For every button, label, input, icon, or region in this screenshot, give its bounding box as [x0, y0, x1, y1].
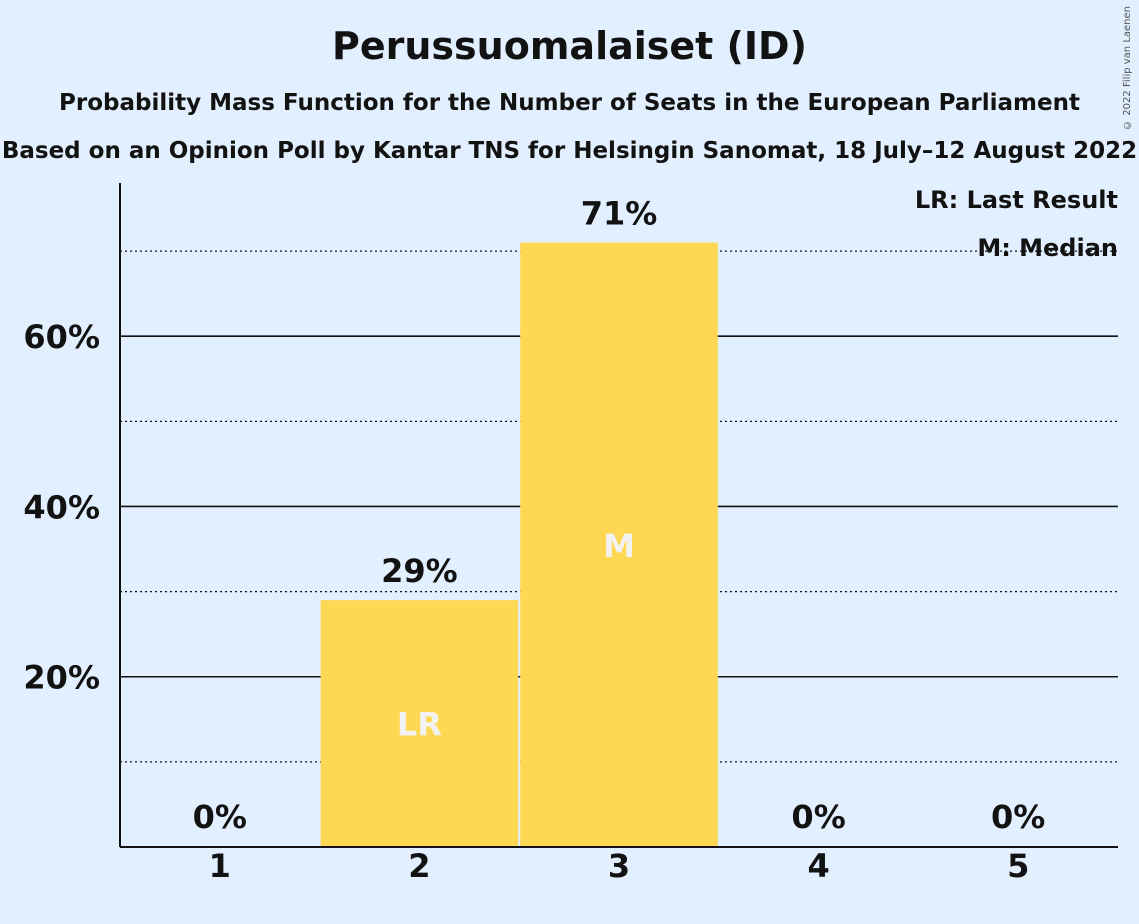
y-tick-label-60: 60%: [23, 318, 100, 356]
value-label-1: 0%: [193, 798, 247, 836]
chart-title: Perussuomalaiset (ID): [332, 24, 807, 68]
bar-marker-lr: LR: [397, 706, 442, 744]
chart-subtitle-source: Based on an Opinion Poll by Kantar TNS f…: [1, 138, 1138, 164]
legend: LR: Last Result M: Median: [915, 186, 1118, 262]
y-tick-label-40: 40%: [23, 488, 100, 526]
value-label-4: 0%: [791, 798, 845, 836]
value-label-3: 71%: [581, 195, 658, 233]
x-tick-label-2: 2: [408, 847, 430, 885]
legend-item-1: LR: Last Result: [915, 186, 1118, 214]
x-tick-label-5: 5: [1007, 847, 1029, 885]
bar-3: [520, 242, 718, 848]
x-tick-label-4: 4: [807, 847, 829, 885]
axes: [119, 183, 1118, 848]
bar-2: [320, 600, 519, 847]
bar-marker-m: M: [603, 527, 635, 565]
y-tick-label-20: 20%: [23, 659, 100, 697]
chart-subtitle: Probability Mass Function for the Number…: [59, 90, 1080, 116]
value-label-5: 0%: [991, 798, 1045, 836]
value-label-2: 29%: [381, 552, 458, 590]
x-tick-label-3: 3: [608, 847, 630, 885]
legend-item-2: M: Median: [977, 234, 1118, 262]
bars: [320, 242, 718, 848]
x-tick-label-1: 1: [209, 847, 231, 885]
